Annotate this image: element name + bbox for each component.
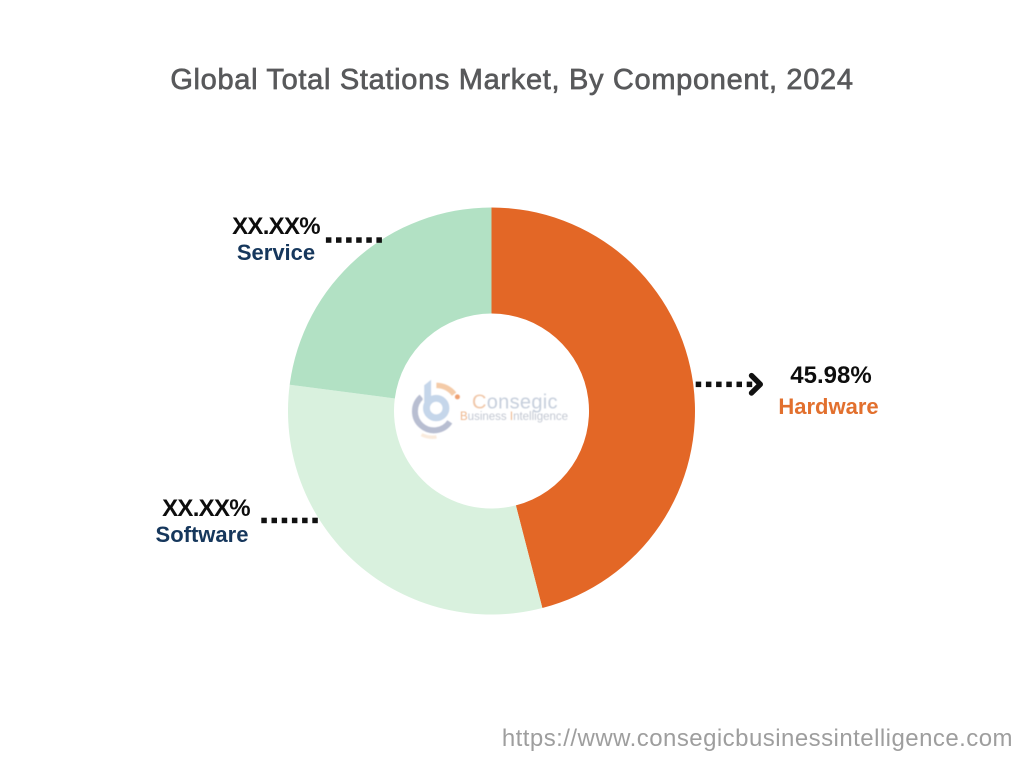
svg-text:Business Intelligence: Business Intelligence (460, 411, 568, 423)
svg-text:Consegic: Consegic (472, 392, 558, 414)
